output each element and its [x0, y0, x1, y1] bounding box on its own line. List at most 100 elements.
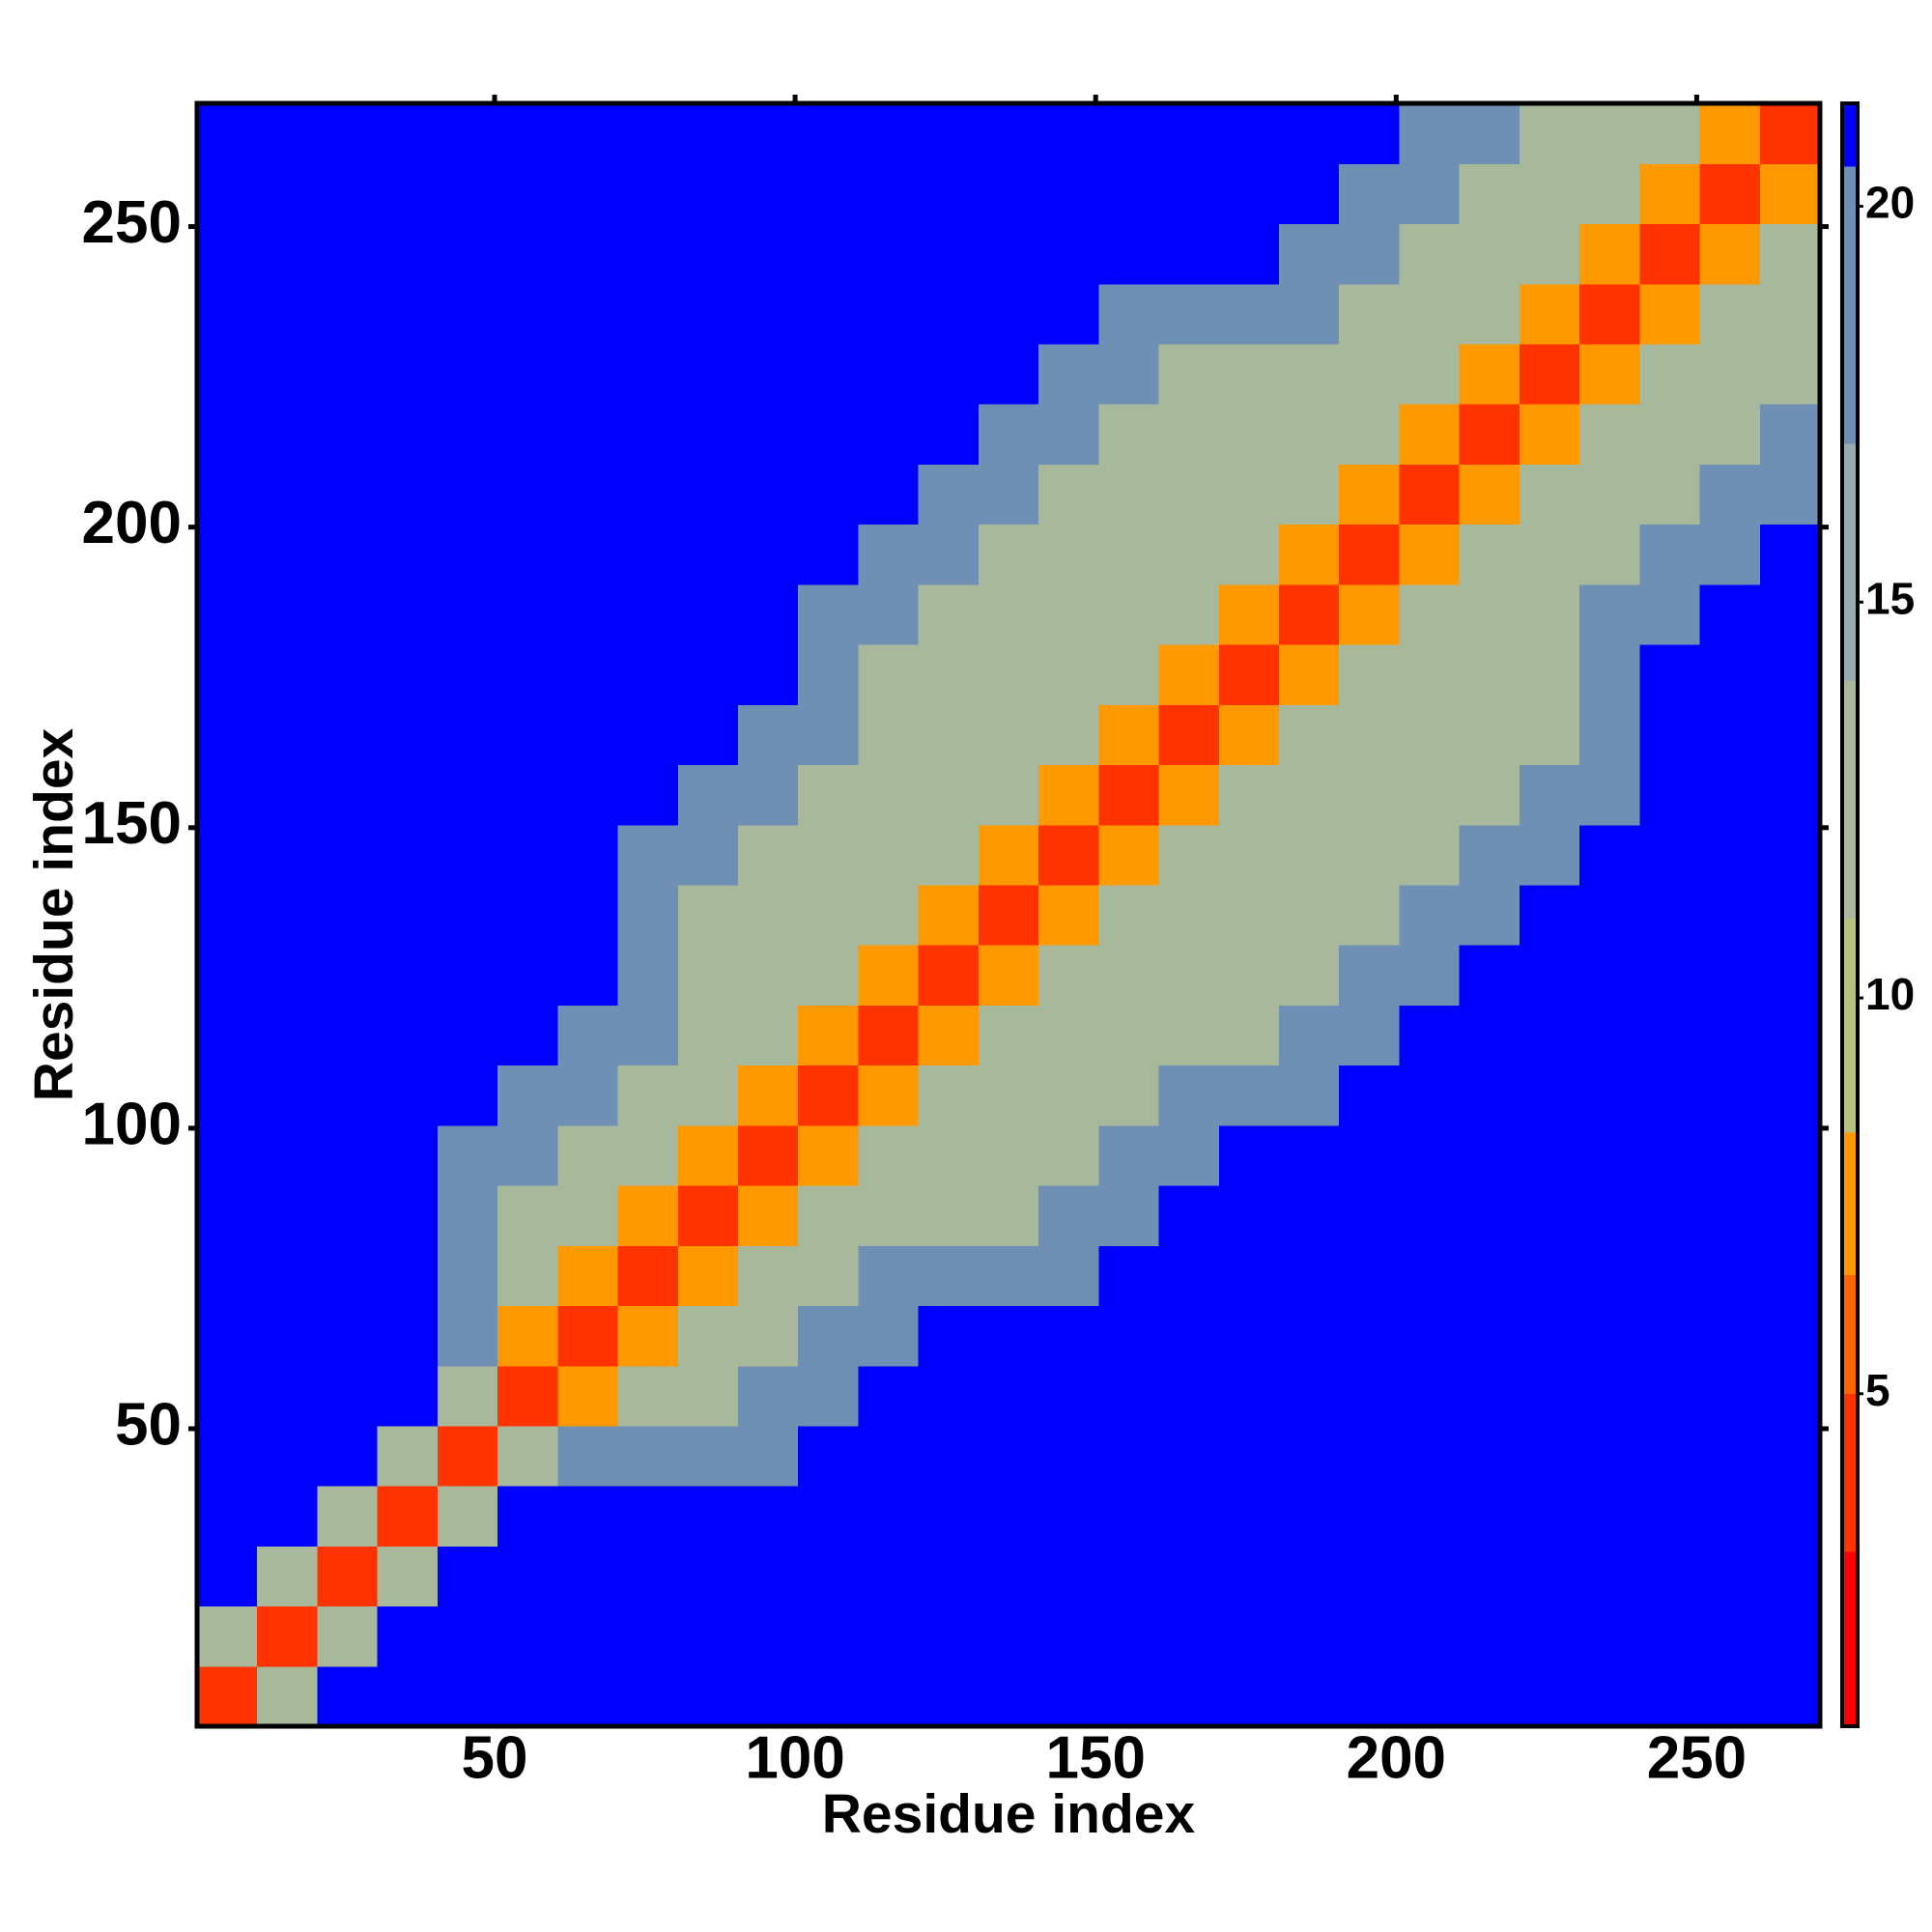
heatmap-cell: [1038, 1665, 1099, 1727]
heatmap-cell: [1279, 404, 1340, 465]
heatmap-cell: [1399, 1245, 1461, 1307]
heatmap-cell: [437, 1546, 498, 1607]
heatmap-cell: [377, 764, 439, 826]
heatmap-cell: [1339, 884, 1401, 946]
heatmap-cell: [1279, 1245, 1340, 1307]
heatmap-cell: [1699, 283, 1761, 345]
heatmap-cell: [1399, 1124, 1461, 1186]
heatmap-cell: [1699, 945, 1761, 1006]
heatmap-cell: [1218, 163, 1280, 225]
heatmap-cell: [1038, 283, 1099, 345]
heatmap-cell: [1158, 103, 1220, 164]
heatmap-cell: [1639, 644, 1701, 705]
heatmap-cell: [257, 1546, 319, 1607]
heatmap-cell: [1339, 1245, 1401, 1307]
heatmap-cell: [1339, 524, 1401, 585]
heatmap-cell: [1218, 945, 1280, 1006]
heatmap-cell: [317, 163, 379, 225]
heatmap-cell: [677, 583, 739, 645]
heatmap-cell: [1038, 1546, 1099, 1607]
heatmap-cell: [617, 163, 679, 225]
heatmap-cell: [1699, 1605, 1761, 1667]
heatmap-cell: [738, 524, 799, 585]
heatmap-cell: [918, 1486, 980, 1547]
heatmap-cell: [257, 704, 319, 766]
heatmap-cell: [1098, 223, 1160, 285]
heatmap-cell: [1699, 1665, 1761, 1727]
heatmap-cell: [617, 464, 679, 526]
heatmap-cell: [1399, 163, 1461, 225]
heatmap-cell: [1519, 1365, 1580, 1427]
heatmap-cell: [617, 1245, 679, 1307]
heatmap-cell: [1639, 1185, 1701, 1246]
heatmap-cell: [317, 1425, 379, 1487]
heatmap-cell: [1579, 1065, 1640, 1126]
heatmap-cell: [1158, 704, 1220, 766]
heatmap-cell: [918, 583, 980, 645]
heatmap-cell: [1339, 1065, 1401, 1126]
heatmap-cell: [1579, 583, 1640, 645]
heatmap-cell: [1218, 704, 1280, 766]
heatmap-cell: [1459, 764, 1520, 826]
x-tick-label: 200: [1347, 1724, 1446, 1791]
heatmap-cell: [1279, 464, 1340, 526]
heatmap-cell: [1038, 1486, 1099, 1547]
heatmap-cell: [1218, 1005, 1280, 1066]
heatmap-cell: [918, 1665, 980, 1727]
heatmap-cell: [1399, 1546, 1461, 1607]
heatmap-cell: [377, 223, 439, 285]
heatmap-cell: [1459, 1365, 1520, 1427]
heatmap-cell: [738, 1546, 799, 1607]
heatmap-cell: [738, 1665, 799, 1727]
colorbar-band: [1842, 1551, 1858, 1726]
heatmap-cell: [617, 1065, 679, 1126]
heatmap-cell: [1519, 764, 1580, 826]
heatmap-cell: [677, 644, 739, 705]
heatmap-cell: [1579, 764, 1640, 826]
heatmap-cell: [497, 704, 558, 766]
heatmap-cell: [197, 404, 258, 465]
heatmap-cell: [1098, 1005, 1160, 1066]
heatmap-cell: [557, 583, 619, 645]
heatmap-cell: [677, 1605, 739, 1667]
heatmap-cell: [798, 824, 860, 886]
heatmap-cell: [738, 764, 799, 826]
heatmap-cell: [858, 1245, 920, 1307]
heatmap-cell: [798, 1605, 860, 1667]
heatmap-cell: [437, 404, 498, 465]
heatmap-cell: [317, 404, 379, 465]
heatmap-cell: [1158, 1546, 1220, 1607]
heatmap-cell: [918, 464, 980, 526]
heatmap-cell: [1218, 103, 1280, 164]
heatmap-cell: [1579, 163, 1640, 225]
heatmap-cell: [858, 1425, 920, 1487]
heatmap-cell: [557, 283, 619, 345]
colorbar-tick-label: 10: [1865, 969, 1915, 1019]
heatmap-cell: [1399, 1065, 1461, 1126]
heatmap-cell: [1759, 1365, 1821, 1427]
heatmap-cell: [1098, 404, 1160, 465]
heatmap-cell: [1759, 343, 1821, 405]
heatmap-cell: [798, 223, 860, 285]
heatmap-cell: [1218, 404, 1280, 465]
heatmap-cell: [197, 283, 258, 345]
heatmap-cell: [1579, 1365, 1640, 1427]
heatmap-cell: [1519, 1005, 1580, 1066]
heatmap-cell: [1158, 884, 1220, 946]
heatmap-cell: [1279, 103, 1340, 164]
heatmap-cell: [1218, 1245, 1280, 1307]
heatmap-cell: [1339, 1425, 1401, 1487]
heatmap-cell: [738, 704, 799, 766]
heatmap-cell: [437, 1305, 498, 1367]
heatmap-cell: [1279, 1425, 1340, 1487]
heatmap-cell: [437, 764, 498, 826]
heatmap-cell: [1098, 945, 1160, 1006]
heatmap-cell: [677, 1124, 739, 1186]
heatmap-cell: [1579, 1486, 1640, 1547]
heatmap-cell: [617, 1305, 679, 1367]
heatmap-cell: [497, 1486, 558, 1547]
heatmap-cell: [918, 1605, 980, 1667]
heatmap-cell: [1218, 1425, 1280, 1487]
heatmap-cell: [1158, 1486, 1220, 1547]
heatmap-cell: [557, 464, 619, 526]
